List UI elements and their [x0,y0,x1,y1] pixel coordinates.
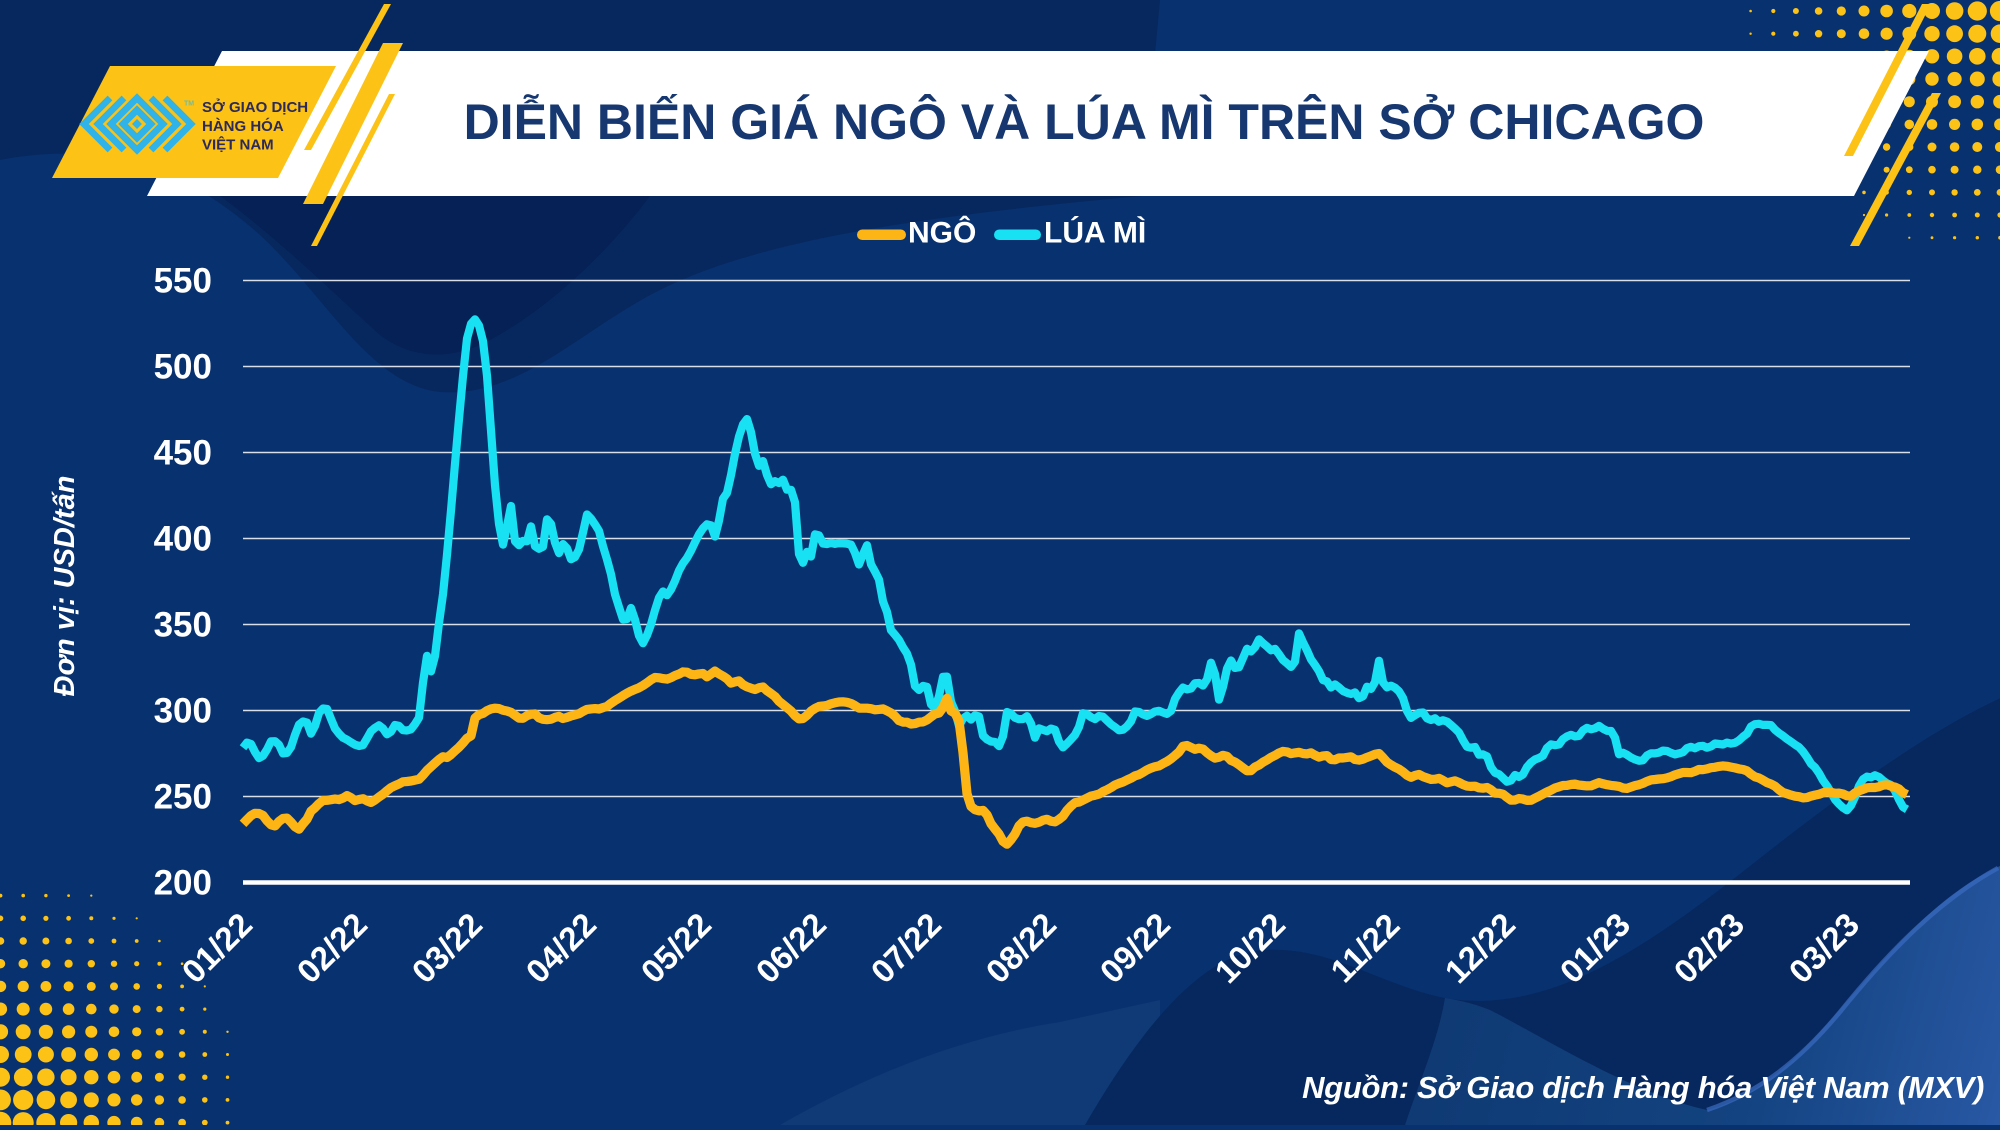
svg-text:200: 200 [154,864,212,903]
svg-text:500: 500 [154,348,212,387]
svg-text:450: 450 [154,434,212,473]
svg-text:NGÔ: NGÔ [908,216,976,250]
svg-text:TM: TM [184,101,194,108]
svg-text:Đơn vị: USD/tấn: Đơn vị: USD/tấn [49,476,81,697]
svg-text:LÚA MÌ: LÚA MÌ [1044,216,1146,250]
svg-text:350: 350 [154,606,212,645]
svg-text:400: 400 [154,520,212,559]
svg-text:SỞ GIAO DỊCH: SỞ GIAO DỊCH [202,98,308,116]
svg-text:250: 250 [154,778,212,817]
svg-text:DIỄN BIẾN GIÁ NGÔ VÀ LÚA MÌ TR: DIỄN BIẾN GIÁ NGÔ VÀ LÚA MÌ TRÊN SỞ CHIC… [464,93,1705,150]
svg-text:HÀNG HÓA: HÀNG HÓA [202,117,284,135]
svg-text:Nguồn: Sở Giao dịch Hàng hóa V: Nguồn: Sở Giao dịch Hàng hóa Việt Nam (M… [1302,1070,1984,1105]
svg-text:VIỆT NAM: VIỆT NAM [202,136,274,154]
svg-text:550: 550 [154,262,212,301]
svg-text:300: 300 [154,692,212,731]
